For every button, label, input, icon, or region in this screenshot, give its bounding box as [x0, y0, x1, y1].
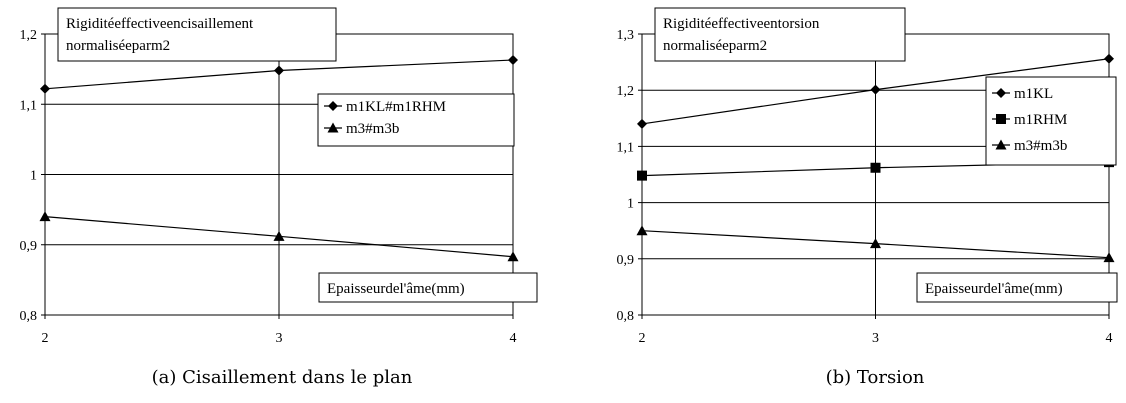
- y-tick-label: 1,2: [617, 84, 635, 99]
- legend-label: m1RHM: [1014, 112, 1067, 128]
- data-point: [637, 118, 647, 129]
- y-tick-label: 1: [30, 169, 37, 184]
- data-point: [637, 170, 647, 181]
- x-tick-label: 4: [1106, 331, 1113, 346]
- data-point: [508, 54, 518, 65]
- legend-marker: [996, 88, 1006, 98]
- chart-title-line: Rigiditéeffectiveencisaillement: [66, 16, 254, 32]
- y-tick-label: 1,1: [20, 98, 38, 113]
- chart-title-line: Rigiditéeffectiveentorsion: [663, 16, 820, 32]
- legend-box: [985, 76, 1117, 166]
- figure-caption: (a) Cisaillement dans le plan: [152, 367, 413, 388]
- y-tick-label: 1,1: [617, 140, 635, 155]
- y-tick-label: 1,2: [20, 28, 38, 43]
- data-point: [636, 225, 648, 236]
- y-tick-label: 0,9: [617, 253, 635, 268]
- legend-marker: [327, 122, 339, 133]
- legend-marker: [996, 114, 1006, 124]
- x-tick-label: 3: [276, 331, 283, 346]
- legend-box: [317, 93, 515, 147]
- data-point: [1103, 252, 1115, 263]
- x-axis-label: Epaisseurdel'âme(mm): [327, 281, 465, 297]
- data-point: [1104, 53, 1114, 64]
- data-point: [39, 211, 51, 222]
- legend-label: m1KL#m1RHM: [346, 99, 446, 115]
- title-box: [654, 7, 906, 62]
- legend-label: m3#m3b: [1014, 138, 1067, 154]
- legend-marker: [328, 101, 338, 111]
- y-tick-label: 0,8: [20, 309, 38, 324]
- x-tick-label: 3: [872, 331, 879, 346]
- data-point: [870, 84, 881, 95]
- x-axis-label: Epaisseurdel'âme(mm): [925, 281, 1063, 297]
- legend-label: m1KL: [1014, 86, 1053, 102]
- chart-title-line: normaliséeparm2: [66, 38, 170, 54]
- xlabel-box: [318, 272, 538, 303]
- data-point: [870, 162, 881, 173]
- y-tick-label: 1,3: [617, 28, 635, 43]
- chart-title-line: normaliséeparm2: [663, 38, 767, 54]
- x-tick-label: 4: [510, 331, 517, 346]
- chart-1: 0,8 0,9 1 1,1 1,2 2 3 4 Rigiditéeffectiveencisai…: [20, 7, 538, 388]
- y-tick-label: 0,9: [20, 239, 38, 254]
- x-tick-label: 2: [639, 331, 646, 346]
- data-point: [273, 230, 285, 241]
- legend-marker: [995, 139, 1007, 150]
- title-box: [57, 7, 337, 62]
- chart-2: 0,8 0,9 1 1,1 1,2 1,3 2 3 4 Rigiditéeffectiveento…: [617, 7, 1118, 388]
- legend-label: m3#m3b: [346, 121, 399, 137]
- xlabel-box: [916, 272, 1118, 303]
- data-point: [507, 251, 519, 262]
- data-point: [40, 83, 50, 94]
- data-point: [274, 65, 284, 76]
- y-tick-label: 0,8: [617, 309, 635, 324]
- figure-caption: (b) Torsion: [826, 367, 925, 388]
- data-point: [870, 238, 881, 249]
- y-tick-label: 1: [627, 197, 634, 212]
- x-tick-label: 2: [42, 331, 49, 346]
